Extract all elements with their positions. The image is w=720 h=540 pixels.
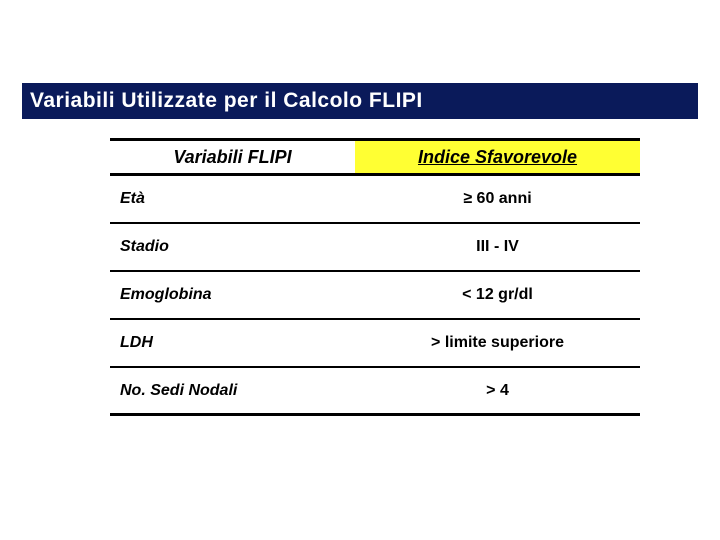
table-row: Età ≥ 60 anni [110, 176, 640, 224]
header-variables: Variabili FLIPI [110, 141, 355, 173]
value-cell: < 12 gr/dl [355, 286, 640, 304]
table-row: LDH > limite superiore [110, 320, 640, 368]
value-cell: III - IV [355, 238, 640, 256]
table-header-row: Variabili FLIPI Indice Sfavorevole [110, 138, 640, 176]
table-row: Emoglobina < 12 gr/dl [110, 272, 640, 320]
variable-cell: LDH [110, 334, 355, 352]
page-title: Variabili Utilizzate per il Calcolo FLIP… [30, 89, 423, 113]
value-cell: > limite superiore [355, 334, 640, 352]
variable-cell: No. Sedi Nodali [110, 382, 355, 400]
variable-cell: Stadio [110, 238, 355, 256]
value-cell: > 4 [355, 382, 640, 400]
flipi-table: Variabili FLIPI Indice Sfavorevole Età ≥… [110, 138, 640, 416]
variable-cell: Emoglobina [110, 286, 355, 304]
title-bar: Variabili Utilizzate per il Calcolo FLIP… [22, 83, 698, 119]
header-index: Indice Sfavorevole [355, 141, 640, 173]
table-row: No. Sedi Nodali > 4 [110, 368, 640, 416]
variable-cell: Età [110, 190, 355, 208]
value-cell: ≥ 60 anni [355, 190, 640, 208]
table-row: Stadio III - IV [110, 224, 640, 272]
